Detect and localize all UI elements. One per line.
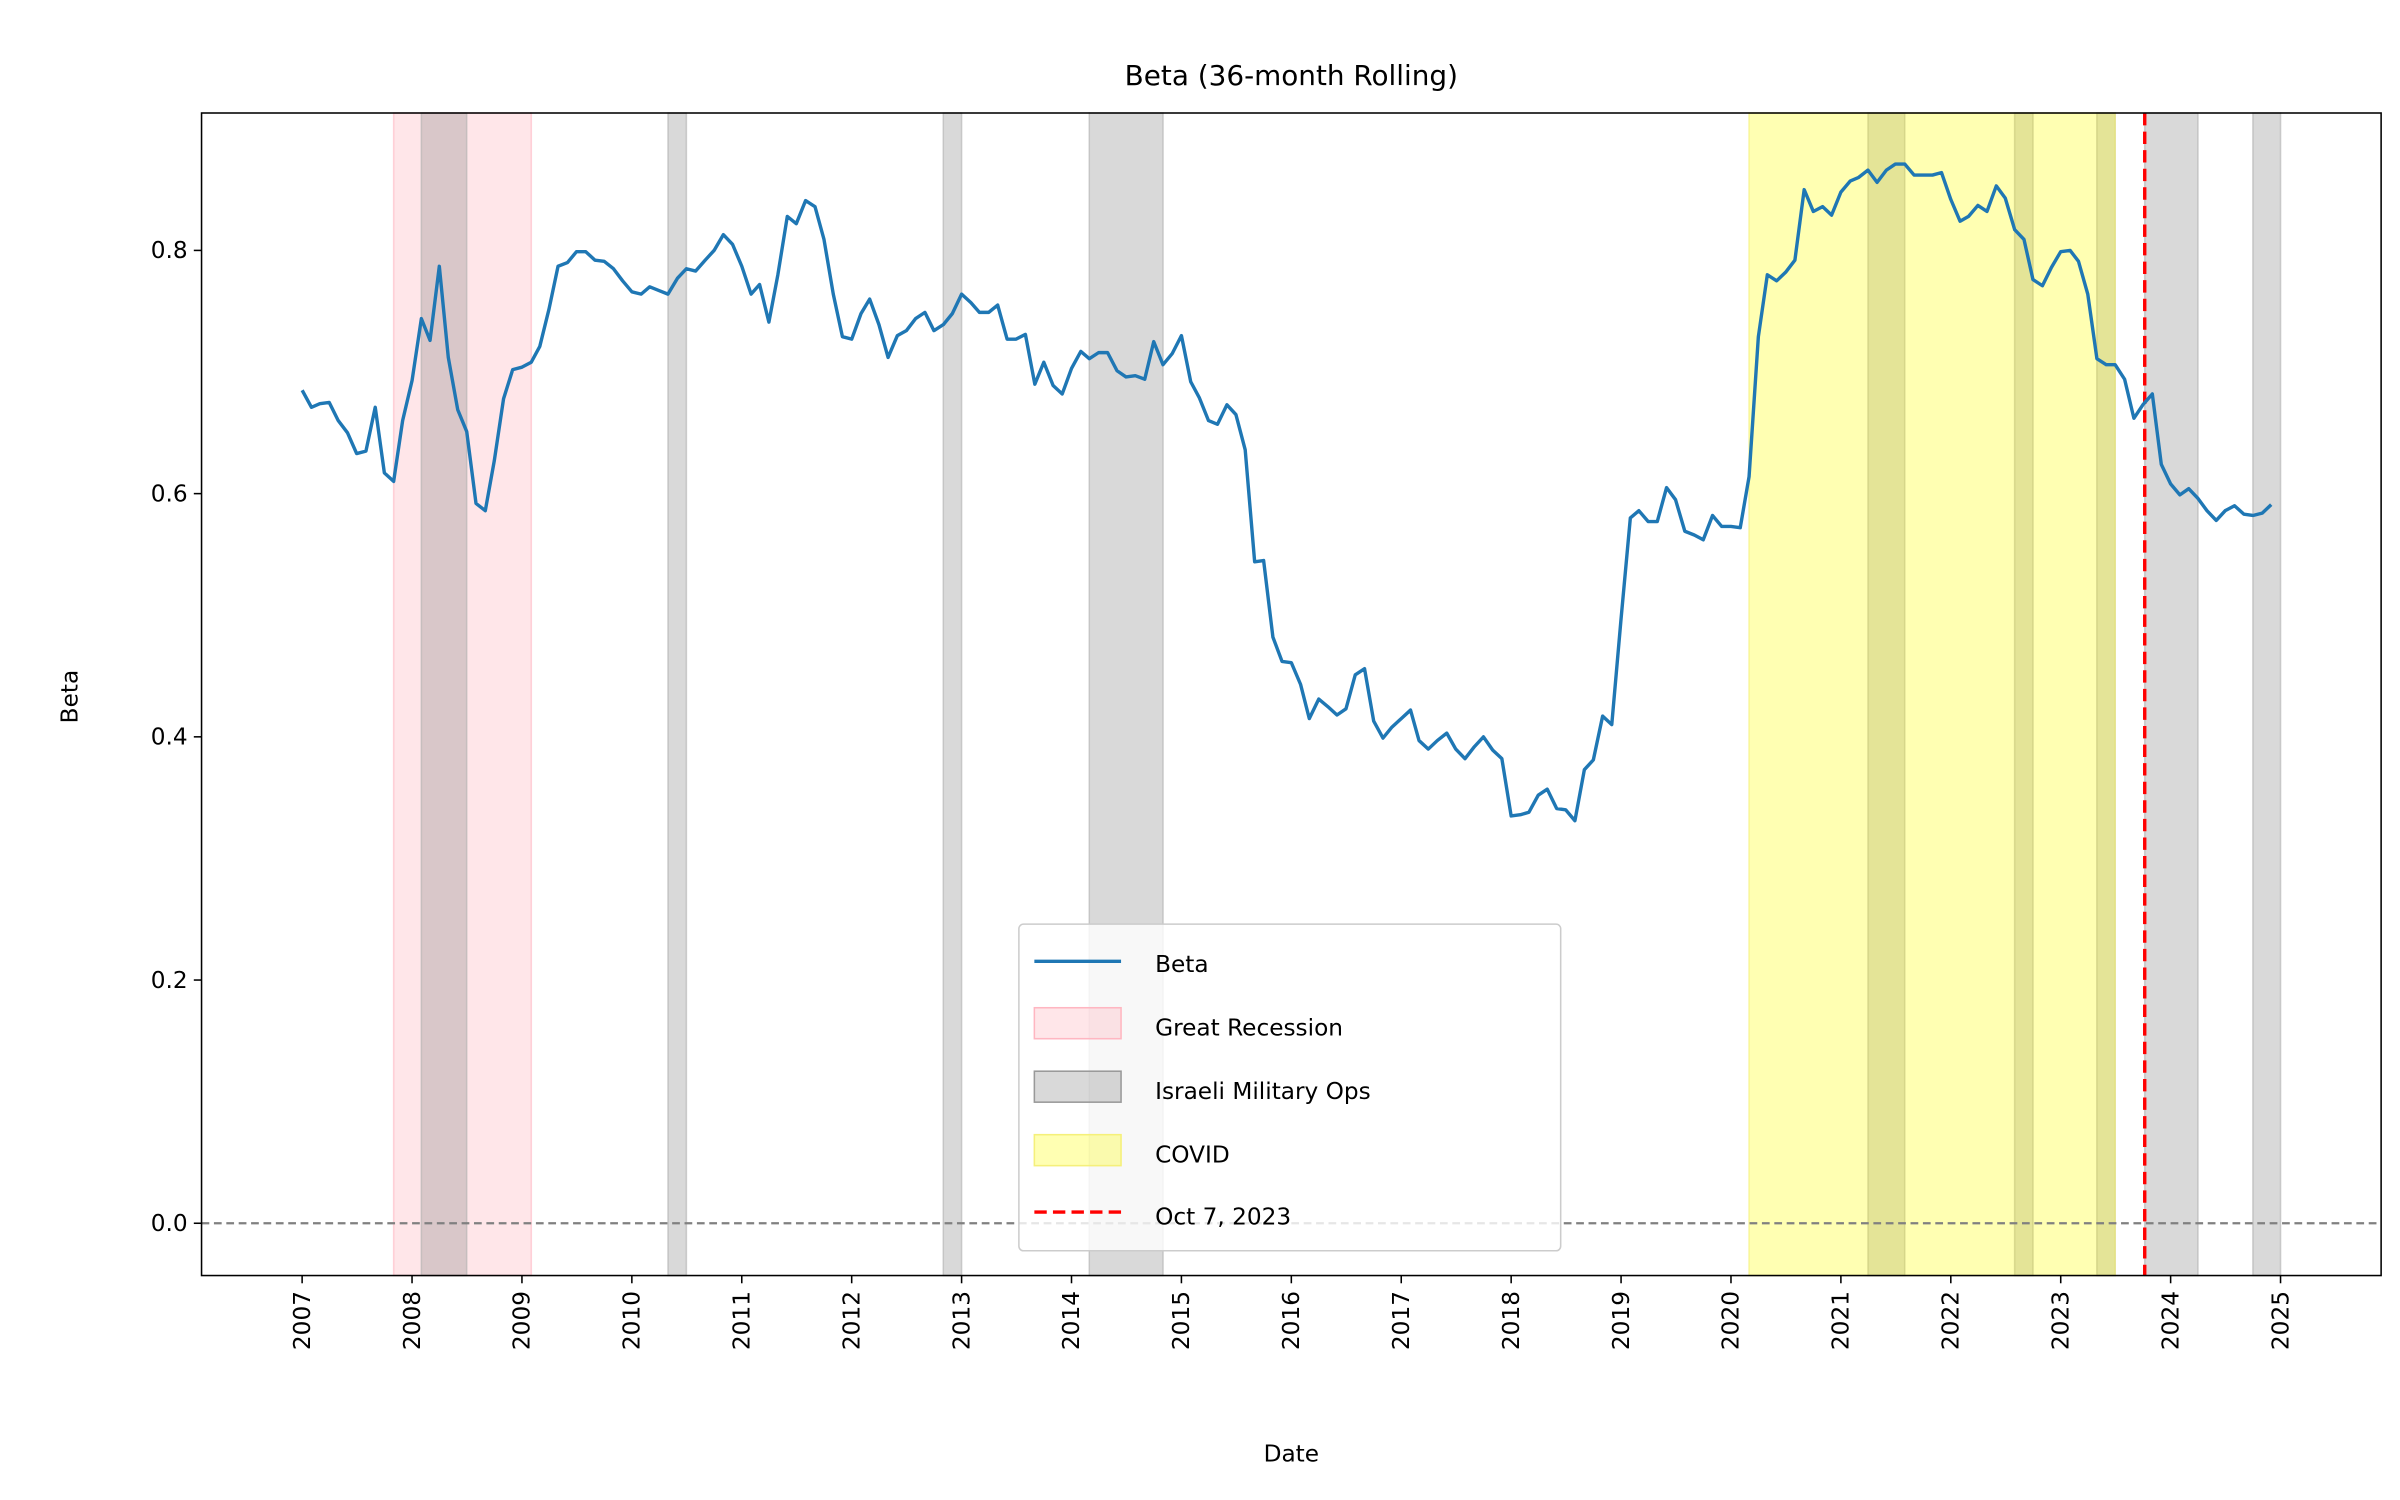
plot-frame xyxy=(200,112,2382,1277)
series-layer xyxy=(300,162,2273,823)
y-tick-label: 0.2 xyxy=(151,967,188,994)
x-tick-label: 2022 xyxy=(1938,1291,1965,1350)
x-tick-label: 2017 xyxy=(1388,1291,1415,1350)
shaded-span-israeli-military-ops xyxy=(2252,112,2282,1277)
x-axis-label: Date xyxy=(1264,1440,1319,1467)
x-tick-label: 2010 xyxy=(619,1291,646,1350)
y-tick-label: 0.6 xyxy=(151,480,188,507)
x-tick-label: 2013 xyxy=(948,1291,975,1350)
shaded-span-covid xyxy=(1748,112,2116,1277)
shaded-span-israeli-military-ops xyxy=(420,112,468,1277)
y-axis: 0.0 0.2 0.4 0.6 0.8 xyxy=(151,237,202,1237)
legend-label-israeli-military-ops: Israeli Military Ops xyxy=(1155,1078,1371,1105)
x-tick-label: 2014 xyxy=(1058,1291,1085,1350)
y-tick-label: 0.0 xyxy=(151,1210,188,1237)
legend-swatch-great-recession xyxy=(1033,1006,1122,1040)
legend-label-beta: Beta xyxy=(1155,951,1209,978)
x-tick-label: 2011 xyxy=(729,1291,756,1350)
legend-label-oct7: Oct 7, 2023 xyxy=(1155,1203,1291,1230)
x-tick-label: 2021 xyxy=(1828,1291,1855,1350)
shaded-span-israeli-military-ops xyxy=(2143,112,2199,1277)
y-tick-label: 0.4 xyxy=(151,724,188,751)
x-tick-label: 2015 xyxy=(1168,1291,1195,1350)
y-axis-label: Beta xyxy=(57,670,84,724)
x-tick-label: 2008 xyxy=(399,1291,426,1350)
x-tick-label: 2016 xyxy=(1278,1291,1305,1350)
shaded-regions xyxy=(392,112,2282,1277)
legend-swatch-covid xyxy=(1033,1133,1122,1167)
shaded-span-great-recession xyxy=(392,112,533,1277)
legend-swatch-israeli-military-ops xyxy=(1033,1070,1122,1103)
shaded-span-israeli-military-ops xyxy=(942,112,963,1277)
x-tick-label: 2025 xyxy=(2267,1291,2294,1350)
x-tick-label: 2020 xyxy=(1718,1291,1745,1350)
legend-box xyxy=(1018,923,1562,1252)
series-line-beta xyxy=(300,162,2273,823)
legend: Beta Great Recession Israeli Military Op… xyxy=(1018,923,1562,1252)
x-tick-label: 2023 xyxy=(2047,1291,2074,1350)
x-axis: 2007 2008 2009 2010 2011 2012 2013 2014 2015 2016… xyxy=(289,1275,2294,1350)
legend-label-great-recession: Great Recession xyxy=(1155,1015,1343,1042)
chart-title: Beta (36-month Rolling) xyxy=(1125,59,1458,92)
x-tick-label: 2019 xyxy=(1608,1291,1635,1350)
y-tick-label: 0.8 xyxy=(151,237,188,264)
x-tick-label: 2018 xyxy=(1498,1291,1525,1350)
legend-label-covid: COVID xyxy=(1155,1142,1230,1169)
x-tick-label: 2009 xyxy=(509,1291,536,1350)
x-tick-label: 2024 xyxy=(2157,1291,2184,1350)
x-tick-label: 2007 xyxy=(289,1291,316,1350)
x-tick-label: 2012 xyxy=(838,1291,865,1350)
